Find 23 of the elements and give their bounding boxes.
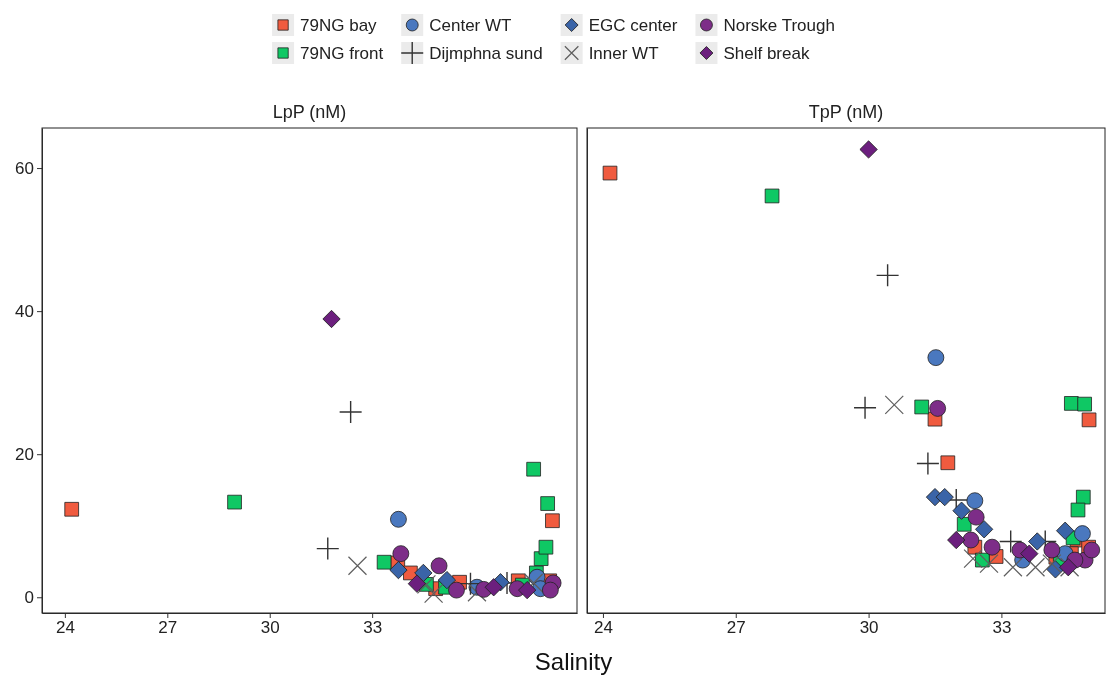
legend-label: Norske Trough [723, 16, 835, 35]
x-tick-label: 33 [992, 618, 1012, 638]
y-tick-label: 20 [15, 445, 34, 465]
x-tick-label: 24 [55, 618, 75, 638]
x-tick-label: 27 [726, 618, 746, 638]
x-tick-label: 27 [158, 618, 178, 638]
y-tick-label: 0 [24, 588, 34, 608]
legend-label: EGC center [588, 16, 678, 35]
legend-label: 79NG bay [300, 16, 378, 35]
chart-title: LpP (nM) [272, 102, 347, 122]
x-tick-label: 30 [859, 618, 879, 638]
legend-label: Dijmphna sund [429, 44, 543, 63]
x-tick-label: 24 [593, 618, 613, 638]
legend-label: Shelf break [723, 44, 810, 63]
x-tick-label: 33 [363, 618, 383, 638]
y-tick-label: 60 [15, 159, 34, 178]
chart-title: TpP (nM) [808, 102, 884, 122]
y-tick-label: 40 [15, 302, 34, 322]
legend-label: Center WT [429, 16, 512, 35]
x-tick-label: 30 [260, 618, 280, 638]
x-axis-title: Salinity [534, 648, 613, 675]
legend-label: 79NG front [300, 44, 384, 63]
legend-label: Inner WT [588, 44, 659, 63]
